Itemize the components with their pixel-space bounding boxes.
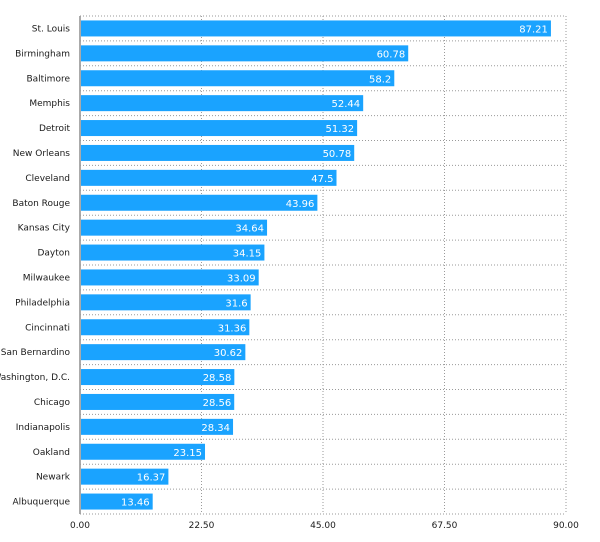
bar [81,493,153,510]
category-label: Dayton [37,249,70,259]
bar [81,219,268,236]
bar [81,418,234,435]
category-label: Baltimore [26,74,70,84]
category-label: Albuquerque [12,498,70,508]
category-label: Cleveland [25,174,70,184]
category-label: San Bernardino [1,348,71,358]
bar [81,344,246,361]
x-axis: 0.00 22.50 45.00 67.50 90.00 [70,521,579,531]
data-label: 31.36 [218,323,247,334]
category-label: Kansas City [18,224,71,234]
data-label: 28.58 [203,373,232,384]
data-label: 23.15 [173,448,202,459]
bar [81,120,358,137]
data-label: 58.2 [369,74,391,85]
category-label: Oakland [33,448,70,458]
data-label: 43.96 [286,199,315,210]
bar [81,194,318,211]
data-label: 51.32 [325,124,354,135]
bar [81,95,364,112]
category-label: Indianapolis [16,423,71,433]
bar [81,70,395,87]
data-label: 30.62 [214,348,243,359]
bar [81,45,409,62]
bar [81,269,259,286]
x-tick-label: 0.00 [70,521,90,531]
data-label: 34.64 [235,224,264,235]
data-label: 50.78 [323,149,352,160]
x-tick-label: 67.50 [432,521,458,531]
category-label: Memphis [29,99,70,109]
bar [81,468,169,485]
data-label: 33.09 [227,273,256,284]
gridlines [79,15,567,515]
data-label: 28.34 [201,423,230,434]
bar [81,144,355,161]
bar [81,169,337,186]
category-label: Baton Rouge [12,199,70,209]
category-label: Birmingham [15,49,70,59]
bars: St. Louis 87.21 Birmingham 60.78 Baltimore 58… [0,20,551,510]
data-label: 87.21 [519,24,548,35]
bar [81,393,235,410]
category-label: Detroit [39,124,71,134]
data-label: 28.56 [203,398,232,409]
category-label: Cincinnati [25,323,70,333]
bar [81,369,235,386]
category-label: Chicago [34,398,71,408]
bar [81,443,206,460]
category-label: Washington, D.C. [0,373,70,383]
x-tick-label: 90.00 [553,521,579,531]
data-label: 16.37 [137,473,166,484]
bar [81,20,551,37]
bar [81,319,250,336]
bar [81,294,251,311]
category-label: Philadelphia [15,298,70,308]
data-label: 47.5 [311,174,333,185]
x-tick-label: 45.00 [310,521,336,531]
category-label: St. Louis [32,24,71,34]
data-label: 60.78 [377,49,406,60]
data-label: 31.6 [225,298,247,309]
data-label: 34.15 [233,249,262,260]
x-tick-label: 22.50 [189,521,215,531]
data-label: 13.46 [121,498,150,509]
category-label: New Orleans [13,149,71,159]
category-label: Milwaukee [23,273,71,283]
bar [81,244,265,261]
category-label: Newark [36,473,71,483]
data-label: 52.44 [332,99,361,110]
